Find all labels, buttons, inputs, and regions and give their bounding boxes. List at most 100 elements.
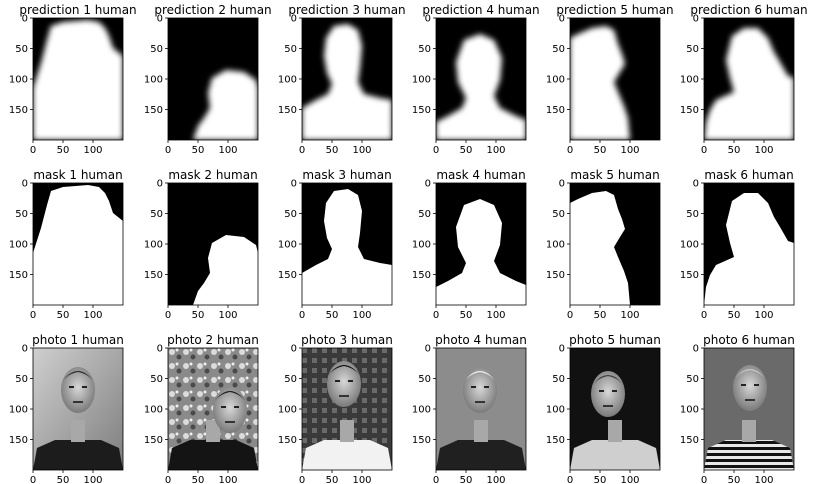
x-tick-label: 50 — [57, 310, 70, 321]
y-tick-label: 50 — [418, 44, 431, 55]
x-tick-label: 50 — [460, 145, 473, 156]
y-tick-label: 50 — [418, 374, 431, 385]
panel-title: photo 5 human — [569, 333, 661, 347]
y-tick-label: 150 — [9, 105, 28, 116]
y-tick-label: 0 — [157, 14, 163, 25]
x-tick-label: 100 — [620, 310, 639, 321]
y-tick-label: 100 — [278, 240, 297, 251]
y-tick-label: 100 — [680, 405, 699, 416]
photo-panel-6: photo 6 human 0 50 100 150 0 50 100 — [680, 333, 795, 484]
y-tick-label: 50 — [150, 44, 163, 55]
x-tick-label: 0 — [567, 310, 573, 321]
y-tick-label: 50 — [15, 209, 28, 220]
y-tick-label: 50 — [686, 44, 699, 55]
y-tick-label: 150 — [546, 270, 565, 281]
y-tick-label: 0 — [22, 14, 28, 25]
x-tick-label: 100 — [486, 145, 505, 156]
photo-image — [167, 347, 259, 471]
x-tick-label: 50 — [326, 310, 339, 321]
y-tick-label: 0 — [157, 344, 163, 355]
panel-title: prediction 4 human — [422, 3, 539, 17]
mask-image — [435, 182, 527, 306]
panel-title: mask 5 human — [570, 168, 659, 182]
photo-image — [703, 347, 795, 471]
y-tick-label: 100 — [278, 405, 297, 416]
prediction-image — [435, 17, 527, 141]
x-tick-label: 50 — [57, 475, 70, 484]
panel-title: photo 6 human — [703, 333, 795, 347]
y-tick-label: 0 — [291, 14, 297, 25]
panel-title: prediction 1 human — [19, 3, 136, 17]
y-tick-label: 50 — [552, 374, 565, 385]
x-tick-label: 100 — [218, 310, 237, 321]
mask-image — [569, 182, 661, 306]
x-tick-label: 50 — [728, 310, 741, 321]
mask-image — [703, 182, 795, 306]
x-tick-label: 50 — [460, 475, 473, 484]
x-tick-label: 0 — [701, 475, 707, 484]
x-tick-label: 100 — [620, 145, 639, 156]
prediction-image — [703, 17, 795, 141]
y-tick-label: 150 — [412, 105, 431, 116]
prediction-image — [301, 17, 393, 141]
x-tick-label: 50 — [594, 145, 607, 156]
x-tick-label: 50 — [728, 475, 741, 484]
photo-panel-5: photo 5 human 0 50 100 150 0 50 100 — [546, 333, 661, 484]
photo-image — [301, 347, 393, 471]
x-tick-label: 100 — [218, 475, 237, 484]
x-tick-label: 100 — [352, 310, 371, 321]
x-tick-label: 50 — [326, 475, 339, 484]
mask-panel-5: mask 5 human 0 50 100 150 0 50 100 — [546, 168, 661, 321]
y-tick-label: 150 — [144, 270, 163, 281]
y-tick-label: 0 — [157, 179, 163, 190]
y-tick-label: 150 — [546, 435, 565, 446]
x-tick-label: 100 — [754, 310, 773, 321]
x-tick-label: 0 — [701, 310, 707, 321]
panel-title: mask 2 human — [168, 168, 257, 182]
y-tick-label: 50 — [552, 44, 565, 55]
mask-image — [301, 182, 393, 306]
y-tick-label: 0 — [22, 179, 28, 190]
y-tick-label: 50 — [284, 374, 297, 385]
y-tick-label: 0 — [425, 179, 431, 190]
x-tick-label: 50 — [192, 310, 205, 321]
y-tick-label: 0 — [291, 344, 297, 355]
x-tick-label: 0 — [567, 475, 573, 484]
x-tick-label: 0 — [30, 145, 36, 156]
y-tick-label: 0 — [559, 344, 565, 355]
x-tick-label: 0 — [165, 475, 171, 484]
panel-title: prediction 5 human — [556, 3, 673, 17]
y-tick-label: 100 — [9, 405, 28, 416]
panel-title: mask 3 human — [302, 168, 391, 182]
x-tick-label: 100 — [83, 475, 102, 484]
x-tick-label: 50 — [326, 145, 339, 156]
y-tick-label: 50 — [150, 209, 163, 220]
photo-panel-4: photo 4 human 0 50 100 150 0 50 100 — [412, 333, 527, 484]
y-tick-label: 0 — [291, 179, 297, 190]
y-tick-label: 150 — [9, 435, 28, 446]
x-tick-label: 100 — [486, 310, 505, 321]
panel-title: mask 1 human — [33, 168, 122, 182]
y-tick-label: 50 — [552, 209, 565, 220]
x-tick-label: 0 — [567, 145, 573, 156]
y-tick-label: 100 — [412, 240, 431, 251]
mask-panel-3: mask 3 human 0 50 100 150 0 50 100 — [278, 168, 393, 321]
prediction-image — [167, 17, 259, 141]
x-tick-label: 100 — [620, 475, 639, 484]
mask-panel-6: mask 6 human 0 50 100 150 0 50 100 — [680, 168, 795, 321]
x-tick-label: 0 — [299, 475, 305, 484]
y-tick-label: 100 — [680, 240, 699, 251]
x-tick-label: 0 — [165, 310, 171, 321]
y-tick-label: 100 — [144, 405, 163, 416]
y-tick-label: 0 — [693, 14, 699, 25]
x-tick-label: 0 — [433, 475, 439, 484]
x-tick-label: 0 — [701, 145, 707, 156]
y-tick-label: 150 — [680, 435, 699, 446]
y-tick-label: 100 — [144, 240, 163, 251]
y-tick-label: 150 — [278, 270, 297, 281]
y-tick-label: 100 — [680, 75, 699, 86]
y-tick-label: 50 — [15, 374, 28, 385]
